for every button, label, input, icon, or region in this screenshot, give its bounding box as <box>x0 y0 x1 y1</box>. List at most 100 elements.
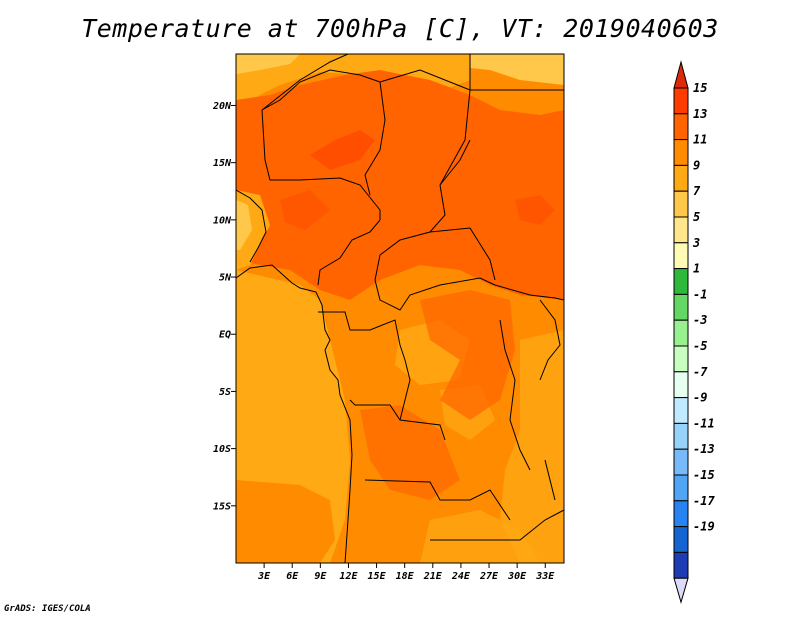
border-car-sudan <box>429 227 496 281</box>
colorbar-swatch <box>673 448 689 476</box>
colorbar-label: -19 <box>693 520 715 534</box>
colorbar-bottom-arrow <box>673 577 689 604</box>
colorbar-swatch <box>673 216 689 244</box>
field-hot-spot-2 <box>515 195 555 225</box>
colorbar-swatch <box>673 551 689 579</box>
lon-tick-label: 27E <box>479 571 499 582</box>
colorbar-label: -5 <box>693 339 707 353</box>
lon-tick-label: 30E <box>507 571 527 582</box>
lat-tick-label: EQ <box>219 330 231 341</box>
country-borders <box>236 54 564 563</box>
lon-tick-label: 15E <box>368 571 387 582</box>
field-hot-spot-1 <box>310 130 375 170</box>
lon-tick-label: 18E <box>396 571 415 582</box>
coastline-gulf <box>236 189 267 263</box>
colorbar-label: 9 <box>693 158 700 172</box>
colorbar-label: -13 <box>693 442 715 456</box>
lat-axis: 20N 15N 10N 5N EQ 5S 10S 15S <box>212 101 236 512</box>
colorbar-label: -1 <box>693 287 707 301</box>
field-sahel-warm <box>236 70 564 300</box>
colorbar-swatch <box>673 242 689 270</box>
border-drc-angola <box>349 399 446 441</box>
chart-title: Temperature at 700hPa [C], VT: 201904060… <box>81 14 719 43</box>
colorbar-label: -11 <box>693 416 715 430</box>
grads-credit: GrADS: IGES/COLA <box>4 604 91 614</box>
colorbar-label: 15 <box>693 81 707 95</box>
border-east-lakes <box>499 319 531 471</box>
border-drc-west <box>399 379 411 421</box>
colorbar-swatch <box>673 319 689 347</box>
colorbar-swatch <box>673 164 689 192</box>
colorbar-label: -9 <box>693 391 707 405</box>
colorbar-swatch <box>673 422 689 450</box>
colorbar-label: 3 <box>692 236 700 250</box>
colorbar-label: 13 <box>693 107 707 121</box>
lon-tick-label: 12E <box>339 571 358 582</box>
colorbar: 15 13 11 9 7 5 3 1 -1 -3 -5 -7 -9 -11 -13 -15 -17 -19 <box>673 60 715 604</box>
field-east-africa <box>500 330 564 563</box>
colorbar-swatch <box>673 113 689 141</box>
border-chad-west <box>364 81 386 196</box>
field-atlantic-south <box>236 480 335 563</box>
lat-tick-label: 10S <box>213 444 231 455</box>
lat-tick-label: 5S <box>219 387 231 398</box>
field-south-central-warm <box>360 405 460 500</box>
coastline-west <box>236 264 353 563</box>
field-northeast-cool <box>470 54 564 85</box>
colorbar-label: -17 <box>693 494 715 508</box>
border-mali-algeria <box>261 54 349 111</box>
border-sudan-west <box>439 139 471 186</box>
colorbar-swatch <box>673 397 689 424</box>
colorbar-swatch <box>673 268 689 295</box>
field-hot-spot-3 <box>280 190 330 230</box>
colorbar-swatch <box>673 526 689 553</box>
border-chad-south <box>374 184 446 281</box>
colorbar-label: 11 <box>693 133 707 147</box>
colorbar-label: -7 <box>693 365 708 379</box>
map-frame <box>235 53 565 564</box>
lon-tick-label: 21E <box>423 571 443 582</box>
colorbar-swatch <box>673 190 689 218</box>
field-north-cool-patch <box>236 54 300 74</box>
colorbar-label: 1 <box>693 262 700 276</box>
colorbar-swatch <box>673 345 689 373</box>
lon-tick-label: 6E <box>286 571 299 582</box>
colorbar-swatch <box>673 139 689 166</box>
colorbar-swatch <box>673 87 689 115</box>
colorbar-label: 7 <box>693 184 701 198</box>
border-car-south <box>374 277 496 311</box>
lat-tick-label: 15S <box>213 501 231 512</box>
field-north-cooler <box>236 54 470 110</box>
colorbar-swatch <box>673 500 689 528</box>
field-east-central-warm <box>420 290 515 420</box>
colorbar-swatch <box>673 293 689 321</box>
border-lake-victoria <box>539 299 561 381</box>
colorbar-label: -15 <box>693 468 715 482</box>
lon-tick-label: 3E <box>257 571 271 582</box>
colorbar-swatch <box>673 371 689 399</box>
lon-axis: 3E 6E 9E 12E 15E 18E 21E 24E 27E 30E 33E <box>257 563 555 582</box>
colorbar-swatch <box>673 474 689 502</box>
lat-tick-label: 5N <box>219 273 232 284</box>
border-niger-south <box>261 109 381 220</box>
lat-tick-label: 20N <box>212 101 232 112</box>
border-nigeria-cameroon <box>317 219 381 286</box>
lon-tick-label: 9E <box>314 571 327 582</box>
colorbar-label: -3 <box>693 313 707 327</box>
border-south <box>430 509 564 541</box>
border-angola-zambia <box>364 479 511 521</box>
field-southeast <box>420 510 540 563</box>
border-niger-north <box>261 69 381 111</box>
colorbar-label: 5 <box>693 210 700 224</box>
border-malawi <box>544 459 556 501</box>
lat-tick-label: 10N <box>213 215 232 226</box>
temperature-field <box>236 54 564 563</box>
border-congo-gabon <box>318 311 411 381</box>
lat-tick-label: 15N <box>213 158 232 169</box>
lon-tick-label: 33E <box>535 571 555 582</box>
field-coast-west-cool <box>236 200 252 250</box>
colorbar-top-arrow <box>673 60 689 89</box>
border-south-sudan <box>494 284 564 301</box>
lon-tick-label: 24E <box>451 571 471 582</box>
